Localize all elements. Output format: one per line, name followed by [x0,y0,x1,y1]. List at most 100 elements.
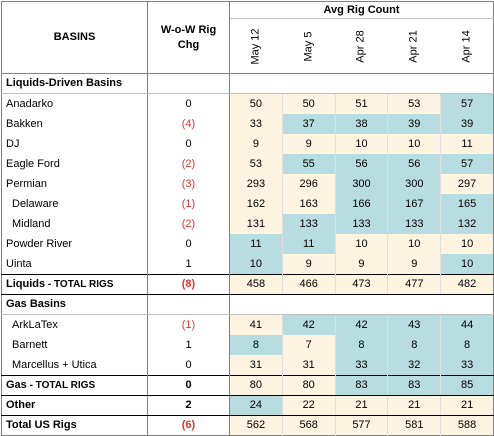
rig-count-cell: 8 [387,335,441,355]
wow-change-value: (8) [147,274,230,295]
wow-change-value: 2 [147,395,230,416]
table-row: Eagle Ford (2) 53 55 56 56 57 [1,154,494,174]
basin-name: Anadarko [1,93,148,114]
rig-count-cell: 9 [334,254,388,275]
basin-name: Midland [1,214,148,234]
rig-count-cell: 296 [281,174,336,194]
basin-label: Other [6,399,36,411]
basin-name: Bakken [1,114,148,134]
rig-count-cell: 466 [281,274,336,295]
rig-count-cell: 162 [229,194,283,214]
section-spacer [229,73,283,94]
basin-label: Marcellus + Utica [12,358,97,371]
total-row: Liquids - TOTAL RIGS (8) 458 466 473 477 482 [1,274,494,295]
rig-count-cell: 41 [229,314,283,335]
basin-name: Powder River [1,234,148,254]
date-header: Apr 14 [440,18,494,74]
rig-count-cell: 9 [229,134,283,154]
wow-change-value: (4) [147,114,230,134]
rig-count-cell: 24 [229,395,283,416]
rig-count-cell: 37 [281,114,336,134]
rig-count-cell: 293 [229,174,283,194]
rig-count-cell: 39 [440,114,494,134]
rig-count-cell: 163 [281,194,336,214]
total-row: Total US Rigs (6) 562 568 577 581 588 [1,415,494,436]
total-row: Gas - TOTAL RIGS 0 80 80 83 83 85 [1,375,494,396]
wow-change-value: 1 [147,335,230,355]
basin-name: Eagle Ford [1,154,148,174]
wow-change-value: 0 [147,375,230,396]
date-header: Apr 28 [335,18,388,74]
rig-count-cell: 39 [387,114,441,134]
date-header: May 12 [229,18,283,74]
table-row: ArkLaTex (1) 41 42 42 43 44 [1,314,494,335]
rig-count-cell: 38 [334,114,388,134]
total-row: Other 2 24 22 21 21 21 [1,395,494,416]
date-label: Apr 28 [354,29,367,63]
rig-count-cell: 165 [440,194,494,214]
rig-count-cell: 85 [440,375,494,396]
wow-change-value: (3) [147,174,230,194]
table-row: Anadarko 0 50 50 51 53 57 [1,93,494,114]
basin-label: Delaware [12,197,59,210]
wow-change-value: (1) [147,194,230,214]
basin-label: Bakken [6,117,43,130]
basin-name: Liquids - TOTAL RIGS [1,274,148,295]
rig-count-cell: 300 [387,174,441,194]
rig-count-cell: 42 [281,314,336,335]
date-header: Apr 21 [387,18,441,74]
rig-count-cell: 11 [440,134,494,154]
rig-count-cell: 167 [387,194,441,214]
table-row: Permian (3) 293 296 300 300 297 [1,174,494,194]
wow-change-value: 0 [147,93,230,114]
section-spacer [387,294,441,315]
rig-count-cell: 33 [334,355,388,376]
rig-count-cell: 9 [281,254,336,275]
basins-header: BASINS [1,1,148,74]
wow-change-value: 0 [147,355,230,376]
rig-count-cell: 297 [440,174,494,194]
basin-name: ArkLaTex [1,314,148,335]
rig-count-cell: 42 [334,314,388,335]
date-label: Apr 14 [460,29,473,63]
rig-count-cell: 80 [281,375,336,396]
rig-count-cell: 55 [281,154,336,174]
rig-count-cell: 22 [281,395,336,416]
rig-count-cell: 43 [387,314,441,335]
rig-count-cell: 10 [334,134,388,154]
rig-count-cell: 21 [440,395,494,416]
rig-count-cell: 33 [229,114,283,134]
rig-count-cell: 10 [229,254,283,275]
date-label: May 12 [249,27,262,65]
basin-name: Delaware [1,194,148,214]
basin-name: Marcellus + Utica [1,355,148,376]
wow-change-header-text: W-o-W Rig Chg [160,23,217,51]
rig-count-cell: 131 [229,214,283,234]
rig-count-cell: 9 [387,254,441,275]
rig-count-cell: 477 [387,274,441,295]
rig-count-cell: 8 [440,335,494,355]
section-spacer [229,294,283,315]
rig-count-cell: 588 [440,415,494,436]
rig-count-cell: 10 [387,234,441,254]
rig-count-cell: 11 [281,234,336,254]
rig-count-cell: 57 [440,154,494,174]
basin-label: DJ [6,137,20,150]
basin-label: Liquids [6,278,46,290]
wow-change-value: (6) [147,415,230,436]
table-row: DJ 0 9 9 10 10 11 [1,134,494,154]
basin-label: Powder River [6,237,73,250]
section-header-row: Gas Basins [1,294,494,315]
section-spacer [387,73,441,94]
section-spacer [335,73,388,94]
section-spacer [147,294,230,315]
rig-count-cell: 7 [281,335,336,355]
rig-count-cell: 133 [334,214,388,234]
rig-count-cell: 581 [387,415,441,436]
basin-label: Gas [6,379,27,391]
rig-count-cell: 51 [334,93,388,114]
basin-label: Barnett [12,338,48,351]
section-header-row: Liquids-Driven Basins [1,73,494,94]
